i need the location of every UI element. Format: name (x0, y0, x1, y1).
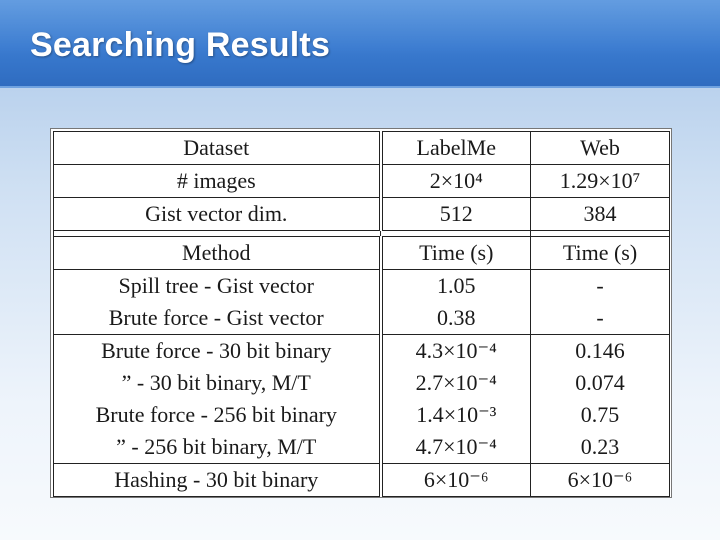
method-row: Hashing - 30 bit binary 6×10⁻⁶ 6×10⁻⁶ (53, 463, 670, 497)
method-value-cell: 1.4×10⁻³ (380, 399, 531, 431)
dataset-label-cell: Gist vector dim. (53, 197, 383, 231)
method-value-cell: 1.05 (380, 269, 531, 302)
dataset-value-cell: 512 (380, 197, 531, 231)
method-value-cell: 4.3×10⁻⁴ (380, 334, 531, 367)
dataset-header-cell: Dataset (53, 131, 383, 165)
slide-title: Searching Results (30, 26, 331, 64)
dataset-row: # images 2×10⁴ 1.29×10⁷ (53, 164, 670, 198)
method-row: Brute force - 256 bit binary 1.4×10⁻³ 0.… (53, 399, 670, 431)
method-header-cell: Method (53, 236, 383, 270)
labelme-header-cell: LabelMe (380, 131, 531, 165)
method-value-cell: 6×10⁻⁶ (380, 463, 531, 497)
method-value-cell: 0.074 (530, 367, 670, 399)
method-row: Brute force - 30 bit binary 4.3×10⁻⁴ 0.1… (53, 334, 670, 367)
method-row: ” - 256 bit binary, M/T 4.7×10⁻⁴ 0.23 (53, 431, 670, 464)
method-value-cell: 6×10⁻⁶ (530, 463, 670, 497)
time-header-cell: Time (s) (380, 236, 531, 270)
method-value-cell: 0.75 (530, 399, 670, 431)
method-value-cell: 0.38 (380, 302, 531, 335)
dataset-label-cell: # images (53, 164, 383, 198)
dataset-header-row: Dataset LabelMe Web (53, 131, 670, 165)
title-bar: Searching Results (0, 0, 720, 88)
dataset-row: Gist vector dim. 512 384 (53, 197, 670, 231)
method-label-cell: ” - 256 bit binary, M/T (53, 431, 383, 464)
web-header-cell: Web (530, 131, 670, 165)
table-gap (53, 230, 670, 237)
method-header-row: Method Time (s) Time (s) (53, 236, 670, 270)
method-row: Spill tree - Gist vector 1.05 - (53, 269, 670, 302)
title-bar-highlight (0, 0, 720, 56)
dataset-value-cell: 2×10⁴ (380, 164, 531, 198)
time-header-cell: Time (s) (530, 236, 670, 270)
method-value-cell: 0.146 (530, 334, 670, 367)
method-value-cell: 2.7×10⁻⁴ (380, 367, 531, 399)
method-value-cell: - (530, 269, 670, 302)
method-row: Brute force - Gist vector 0.38 - (53, 302, 670, 335)
method-label-cell: ” - 30 bit binary, M/T (53, 367, 383, 399)
dataset-value-cell: 1.29×10⁷ (530, 164, 670, 198)
method-label-cell: Spill tree - Gist vector (53, 269, 383, 302)
method-label-cell: Hashing - 30 bit binary (53, 463, 383, 497)
results-table-image: Dataset LabelMe Web # images 2×10⁴ 1.29×… (50, 128, 672, 498)
method-value-cell: 4.7×10⁻⁴ (380, 431, 531, 464)
method-label-cell: Brute force - Gist vector (53, 302, 383, 335)
dataset-value-cell: 384 (530, 197, 670, 231)
results-table: Dataset LabelMe Web # images 2×10⁴ 1.29×… (53, 131, 670, 497)
method-label-cell: Brute force - 30 bit binary (53, 334, 383, 367)
method-row: ” - 30 bit binary, M/T 2.7×10⁻⁴ 0.074 (53, 367, 670, 399)
method-value-cell: 0.23 (530, 431, 670, 464)
method-label-cell: Brute force - 256 bit binary (53, 399, 383, 431)
method-value-cell: - (530, 302, 670, 335)
